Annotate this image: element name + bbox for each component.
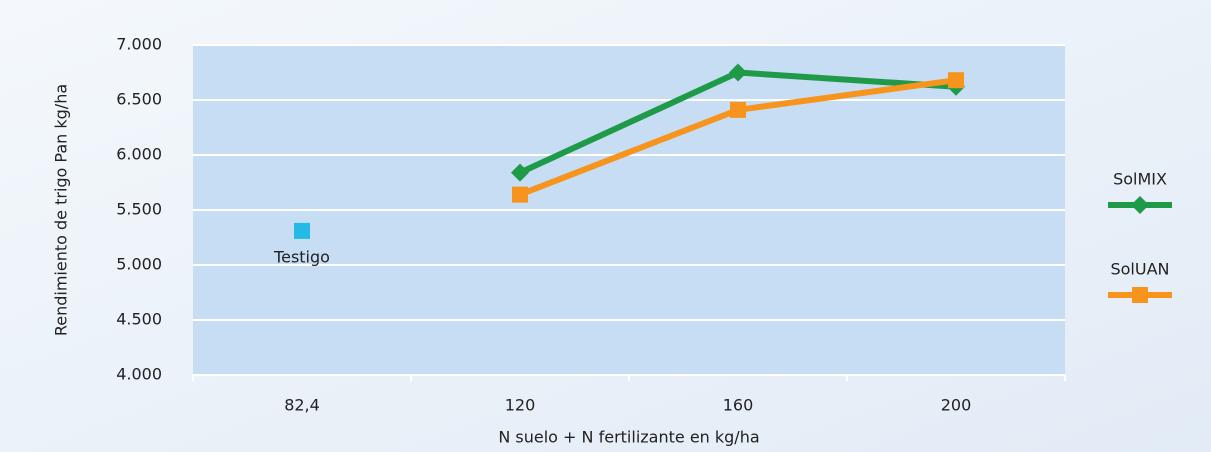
x-tick-label: 200 (941, 396, 972, 415)
y-tick-label: 7.000 (116, 35, 162, 54)
y-tick-label: 4.000 (116, 365, 162, 384)
legend-marker (1131, 196, 1149, 214)
x-tick-label: 160 (723, 396, 754, 415)
y-tick-label: 6.000 (116, 145, 162, 164)
y-axis-label: Rendimiento de trigo Pan kg/ha (52, 84, 71, 336)
y-tick-label: 6.500 (116, 90, 162, 109)
legend-label: SolMIX (1113, 170, 1167, 189)
x-tick-label: 82,4 (284, 396, 320, 415)
x-tick-label: 120 (505, 396, 536, 415)
legend-label: SolUAN (1110, 260, 1169, 279)
point-marker (948, 72, 964, 89)
testigo-label: Testigo (273, 247, 330, 266)
point-marker (729, 63, 747, 82)
y-tick-label: 5.500 (116, 200, 162, 219)
y-tick-label: 4.500 (116, 310, 162, 329)
x-axis-label: N suelo + N fertilizante en kg/ha (498, 428, 759, 447)
point-marker (511, 163, 529, 182)
point-marker (512, 186, 528, 203)
y-tick-label: 5.000 (116, 255, 162, 274)
testigo-marker (294, 222, 310, 239)
legend-marker (1132, 287, 1148, 303)
point-marker (730, 101, 746, 118)
